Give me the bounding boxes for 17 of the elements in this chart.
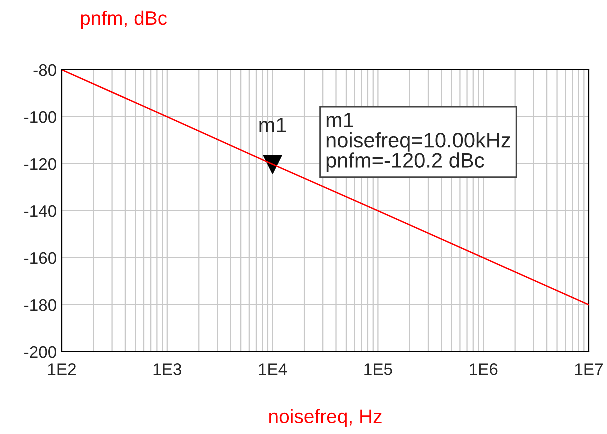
x-axis-title: noisefreq, Hz	[270, 409, 382, 428]
y-tick-label: -100	[24, 111, 56, 124]
x-tick-label: 1E6	[470, 364, 498, 376]
y-tick-label: -120	[24, 158, 56, 170]
y-tick-label: -200	[24, 346, 56, 358]
x-tick-label: 1E3	[154, 364, 182, 376]
x-tick-label: 1E4	[259, 364, 288, 376]
y-axis-title: pnfm, dBc	[81, 10, 168, 30]
y-tick-label: -140	[24, 205, 56, 218]
x-tick-label: 1E2	[48, 364, 76, 376]
annotation: m1 noisefreq=10.00kHz pnfm=-120.2 dBc	[326, 113, 510, 172]
y-tick-label: -80	[34, 64, 56, 76]
y-tick-label: -180	[24, 299, 56, 312]
y-tick-label: -160	[24, 252, 56, 264]
x-tick-label: 1E7	[575, 364, 603, 376]
annotation: m1	[260, 118, 286, 132]
x-tick-label: 1E5	[364, 364, 392, 376]
